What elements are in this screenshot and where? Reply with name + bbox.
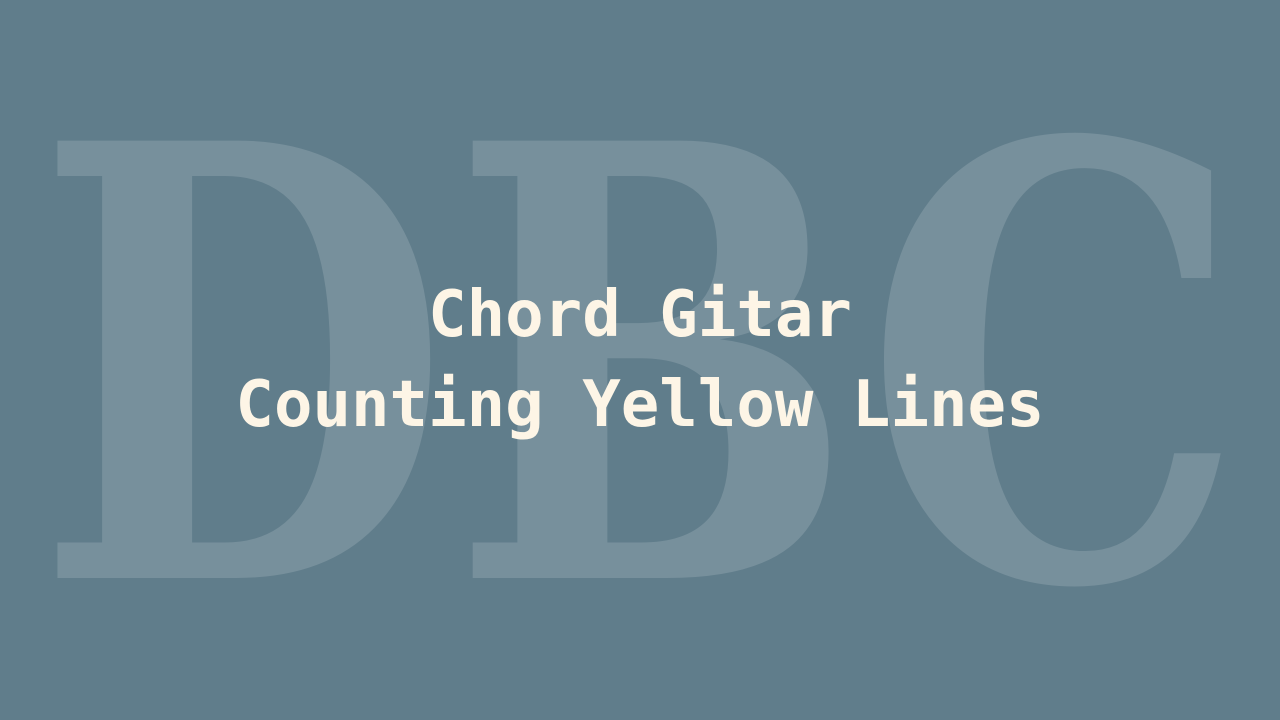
title-line-2: Counting Yellow Lines [235,368,1045,442]
title-line-1: Chord Gitar [428,278,852,352]
watermark-text: DBC [35,15,1245,720]
